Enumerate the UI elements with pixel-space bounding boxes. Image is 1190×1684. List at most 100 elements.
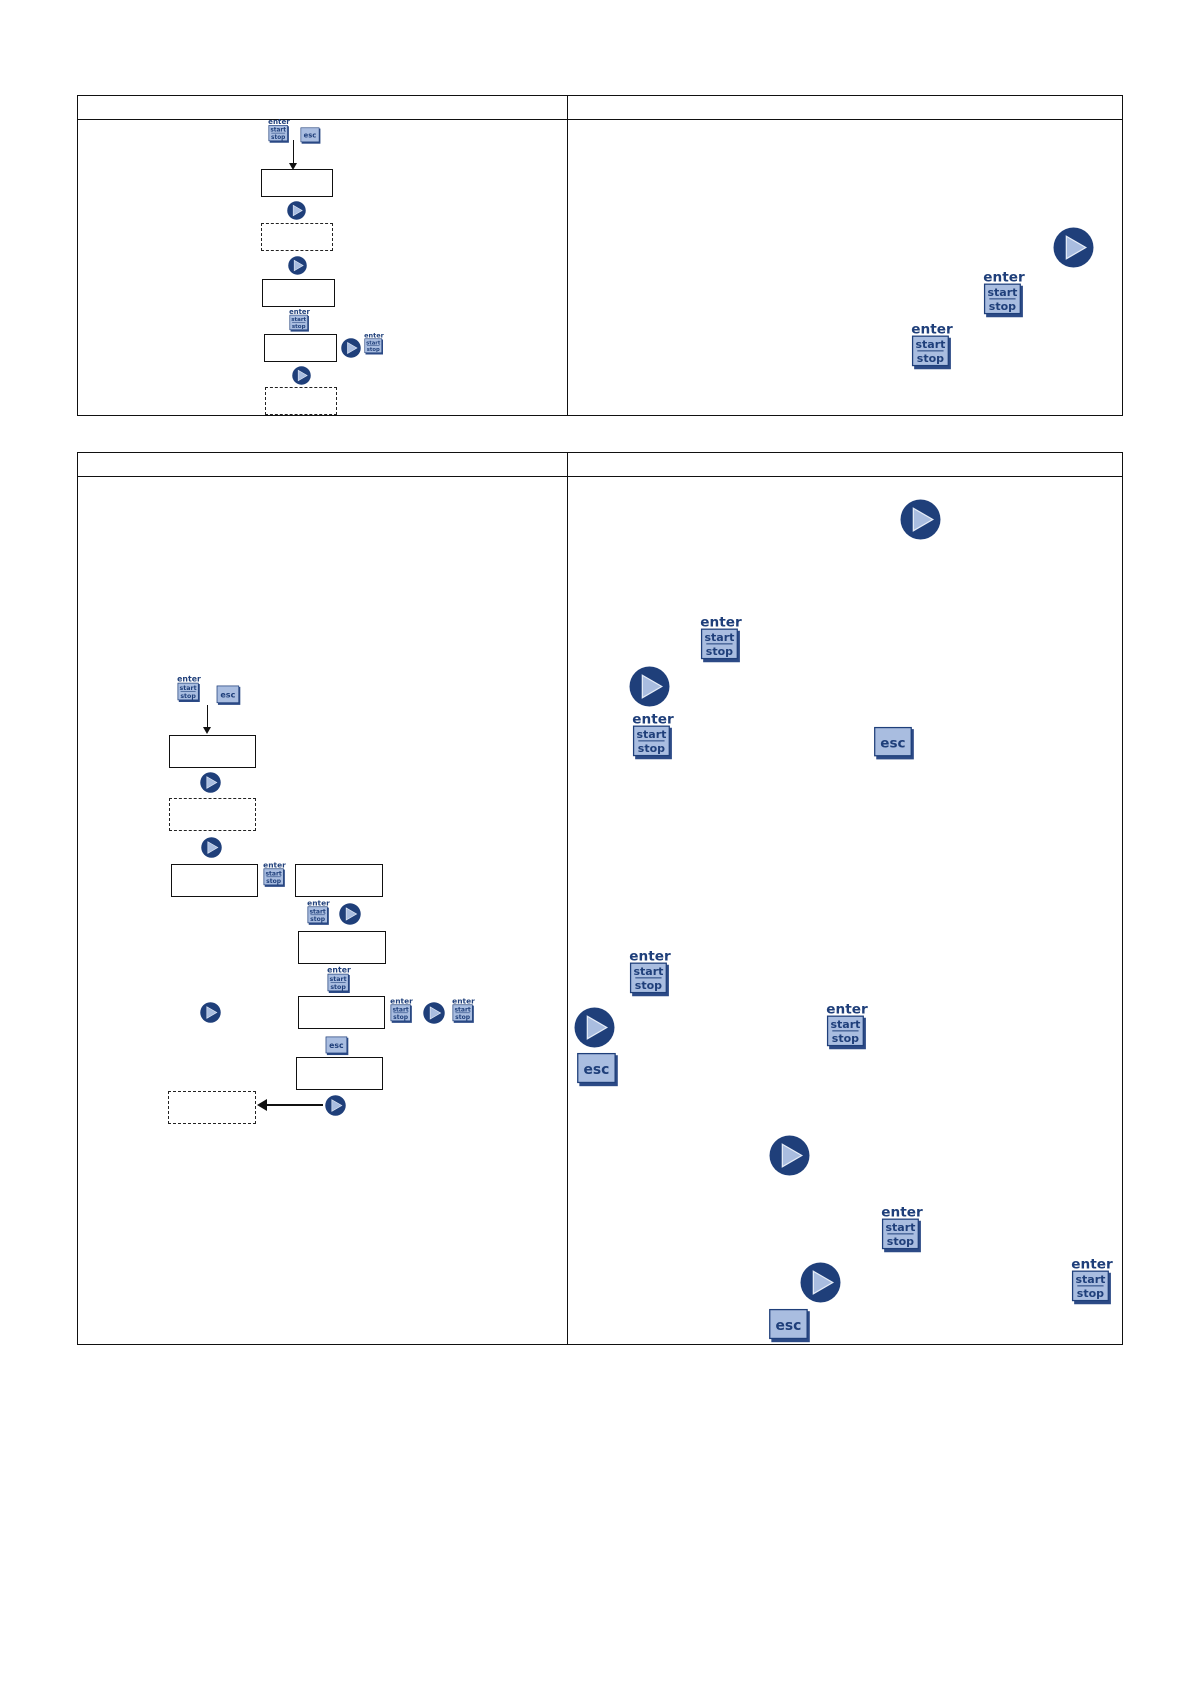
svg-text:enter: enter: [268, 118, 290, 126]
esc-icon[interactable]: esc: [300, 127, 321, 144]
svg-text:enter: enter: [881, 1205, 923, 1221]
next-arrow-icon[interactable]: [341, 338, 361, 358]
display-box: [261, 169, 333, 197]
svg-text:start: start: [366, 341, 381, 347]
next-arrow-icon[interactable]: [288, 256, 307, 275]
display-box: [298, 996, 385, 1029]
next-arrow-icon[interactable]: [339, 903, 361, 925]
svg-text:enter: enter: [327, 966, 351, 975]
svg-text:start: start: [265, 870, 281, 877]
flow-arrowhead: [203, 727, 211, 734]
svg-text:stop: stop: [330, 984, 346, 991]
next-arrow-icon[interactable]: [200, 1002, 221, 1023]
svg-text:enter: enter: [390, 997, 413, 1005]
next-arrow-icon[interactable]: [1053, 227, 1094, 268]
svg-text:start: start: [291, 317, 306, 323]
svg-text:stop: stop: [917, 352, 944, 365]
svg-text:enter: enter: [364, 332, 384, 340]
svg-text:start: start: [636, 728, 667, 741]
svg-text:esc: esc: [220, 691, 235, 700]
svg-text:enter: enter: [1071, 1257, 1113, 1273]
svg-text:enter: enter: [826, 1002, 868, 1018]
svg-text:stop: stop: [292, 324, 306, 330]
svg-text:esc: esc: [583, 1062, 609, 1078]
svg-text:esc: esc: [880, 735, 905, 751]
svg-text:stop: stop: [832, 1032, 859, 1045]
svg-text:stop: stop: [266, 878, 282, 885]
table-1: [77, 95, 1123, 416]
svg-text:esc: esc: [304, 132, 317, 140]
display-box: [264, 334, 337, 362]
svg-text:enter: enter: [700, 615, 742, 631]
next-arrow-icon[interactable]: [900, 499, 941, 540]
svg-text:start: start: [392, 1006, 408, 1013]
display-box-blinking: [261, 223, 333, 251]
svg-text:enter: enter: [177, 675, 201, 684]
table-1-header-row: [78, 119, 1122, 120]
display-box: [296, 1057, 383, 1090]
next-arrow-icon[interactable]: [200, 772, 221, 793]
svg-text:start: start: [987, 286, 1018, 299]
table-1-column-divider: [567, 96, 568, 415]
next-arrow-icon[interactable]: [292, 366, 311, 385]
svg-text:esc: esc: [775, 1318, 801, 1334]
display-box: [171, 864, 258, 897]
svg-text:enter: enter: [263, 861, 286, 869]
next-arrow-icon[interactable]: [769, 1135, 810, 1176]
next-arrow-icon[interactable]: [325, 1095, 346, 1116]
svg-text:enter: enter: [629, 949, 671, 965]
svg-text:esc: esc: [329, 1041, 344, 1050]
flow-arrowhead: [289, 163, 297, 170]
flow-arrowhead-left: [257, 1099, 267, 1111]
esc-icon[interactable]: esc: [576, 1052, 619, 1087]
next-arrow-icon[interactable]: [800, 1262, 841, 1303]
svg-text:start: start: [915, 338, 946, 351]
display-box: [262, 279, 335, 307]
next-arrow-icon[interactable]: [287, 201, 306, 220]
svg-text:stop: stop: [367, 347, 380, 353]
esc-icon[interactable]: esc: [216, 685, 241, 706]
svg-text:stop: stop: [455, 1014, 471, 1021]
flow-return-connector: [265, 1104, 323, 1106]
next-arrow-icon[interactable]: [201, 837, 222, 858]
svg-text:start: start: [633, 965, 664, 978]
esc-icon[interactable]: esc: [325, 1036, 349, 1056]
flow-connector: [207, 705, 208, 729]
svg-text:stop: stop: [271, 135, 285, 141]
svg-text:start: start: [1075, 1273, 1106, 1286]
table-2: [77, 452, 1123, 1345]
svg-text:stop: stop: [310, 916, 326, 923]
display-box-blinking: [169, 798, 256, 831]
esc-icon[interactable]: esc: [768, 1308, 811, 1343]
svg-text:stop: stop: [1077, 1287, 1104, 1300]
svg-text:start: start: [454, 1006, 470, 1013]
svg-text:stop: stop: [635, 979, 662, 992]
next-arrow-icon[interactable]: [574, 1007, 615, 1048]
esc-icon[interactable]: esc: [873, 726, 915, 760]
svg-text:start: start: [309, 908, 325, 915]
table-2-header-row: [78, 476, 1122, 477]
next-arrow-icon[interactable]: [423, 1002, 445, 1024]
display-box: [295, 864, 383, 897]
svg-text:start: start: [180, 685, 197, 692]
svg-text:enter: enter: [911, 322, 953, 338]
svg-text:stop: stop: [706, 645, 733, 658]
next-arrow-icon[interactable]: [629, 666, 670, 707]
